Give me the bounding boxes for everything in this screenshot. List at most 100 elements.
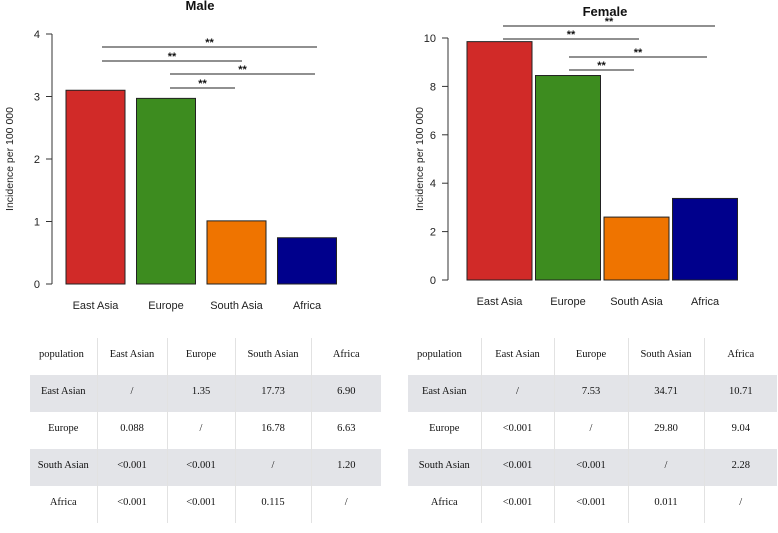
table-cell: <0.001: [97, 449, 168, 486]
significance-label: **: [605, 16, 614, 28]
table-cell: /: [167, 412, 236, 449]
table-cell: 34.71: [628, 375, 705, 412]
y-tick-label: 10: [424, 33, 436, 45]
table-cell: 1.20: [311, 449, 381, 486]
x-category-label: Europe: [550, 296, 585, 308]
table-cell: 6.63: [337, 423, 356, 434]
table-cell: /: [628, 449, 705, 486]
y-tick-label: 1: [34, 217, 40, 229]
y-axis-label: Incidence per 100 000: [4, 107, 16, 211]
table-header-row: population East Asian Europe South Asian…: [30, 338, 381, 375]
table-row: East Asian / 7.53 34.71 10.71: [408, 375, 777, 412]
significance-label: **: [238, 64, 247, 76]
y-tick-label: 6: [430, 130, 436, 142]
table-header-cell: East Asian: [97, 338, 168, 375]
x-category-label: South Asia: [610, 296, 663, 308]
table-cell: East Asian: [30, 375, 98, 412]
significance-label: **: [205, 37, 214, 49]
table-cell: Europe: [30, 412, 98, 449]
y-tick-label: 0: [34, 279, 40, 291]
significance-label: **: [168, 51, 177, 63]
table-cell: South Asian: [408, 449, 482, 486]
bar: [136, 97, 196, 285]
table-cell: Africa: [408, 486, 482, 523]
bar: [206, 220, 267, 285]
table-header-cell: South Asian: [628, 338, 705, 375]
bar: [672, 197, 738, 281]
table-header-row: population East Asian Europe South Asian…: [408, 338, 777, 375]
x-category-label: East Asia: [477, 296, 524, 308]
table-cell: 7.53: [554, 375, 629, 412]
significance-label: **: [634, 47, 643, 59]
table-cell: <0.001: [554, 486, 629, 523]
x-category-label: Africa: [293, 300, 322, 312]
y-tick-label: 3: [34, 92, 40, 104]
bar: [466, 41, 533, 281]
table-header-cell: South Asian: [235, 338, 312, 375]
table-row: Africa <0.001 <0.001 0.011 /: [408, 486, 777, 523]
table-cell: 0.088: [97, 412, 168, 449]
y-tick-label: 4: [430, 178, 436, 190]
table-cell: <0.001: [481, 412, 555, 449]
table-cell: 17.73: [235, 375, 312, 412]
significance-label: **: [597, 60, 606, 72]
y-tick-label: 0: [430, 275, 436, 287]
table-header-cell: population: [408, 338, 482, 375]
y-axis-label: Incidence per 100 000: [414, 107, 426, 211]
table-row: East Asian / 1.35 17.73 6.90: [30, 375, 381, 412]
table-header-cell: population: [30, 338, 98, 375]
male-comparison-table: population East Asian Europe South Asian…: [30, 338, 381, 523]
table-cell: <0.001: [481, 486, 555, 523]
table-cell: /: [481, 375, 555, 412]
table-row: Africa <0.001 <0.001 0.115 /: [30, 486, 381, 523]
table-cell: Africa: [30, 486, 98, 523]
table-cell: <0.001: [481, 449, 555, 486]
bar: [603, 216, 670, 281]
table-cell: <0.001: [167, 449, 236, 486]
table-cell: South Asian: [30, 449, 98, 486]
table-cell: /: [344, 497, 348, 508]
table-header-cell: Europe: [167, 338, 236, 375]
bar: [277, 237, 337, 285]
chart-title: Female: [583, 4, 628, 19]
table-cell: Europe: [408, 412, 482, 449]
female-comparison-table: population East Asian Europe South Asian…: [408, 338, 777, 523]
x-category-label: Europe: [148, 300, 183, 312]
table-cell: 29.80: [628, 412, 705, 449]
table-row: Europe 0.088 / 16.78 6.63: [30, 412, 381, 449]
table-header-cell: Europe: [554, 338, 629, 375]
y-tick-label: 4: [34, 29, 40, 41]
chart-title: Male: [186, 0, 215, 13]
table-header-cell: Africa: [727, 349, 755, 360]
table-row: Europe <0.001 / 29.80 9.04: [408, 412, 777, 449]
table-cell: East Asian: [408, 375, 482, 412]
table-cell: 2.28: [704, 449, 777, 486]
table-cell: 0.115: [235, 486, 312, 523]
bar: [65, 89, 126, 285]
table-cell: <0.001: [554, 449, 629, 486]
x-category-label: South Asia: [210, 300, 263, 312]
table-cell: 0.011: [628, 486, 705, 523]
x-category-label: East Asia: [73, 300, 120, 312]
x-category-label: Africa: [691, 296, 720, 308]
table-cell: /: [739, 497, 743, 508]
y-tick-label: 2: [430, 227, 436, 239]
table-header-cell: East Asian: [481, 338, 555, 375]
table-cell: 9.04: [731, 423, 750, 434]
table-cell: <0.001: [97, 486, 168, 523]
table-cell: 6.90: [311, 375, 381, 412]
female-incidence-chart: Female 0 2 4 6 8 10 Incidence per 100 000 East A…: [414, 4, 738, 308]
bar: [535, 75, 601, 281]
significance-label: **: [567, 29, 576, 41]
table-cell: /: [97, 375, 168, 412]
male-incidence-chart: Male 0 1 2 3 4 Incidence per 100 000 East Asia E…: [4, 0, 337, 312]
table-cell: /: [235, 449, 312, 486]
table-cell: <0.001: [167, 486, 236, 523]
table-row: South Asian <0.001 <0.001 / 1.20: [30, 449, 381, 486]
table-cell: 10.71: [704, 375, 777, 412]
significance-label: **: [198, 78, 207, 90]
table-cell: 1.35: [167, 375, 236, 412]
table-row: South Asian <0.001 <0.001 / 2.28: [408, 449, 777, 486]
table-cell: /: [554, 412, 629, 449]
table-header-cell: Africa: [332, 349, 360, 360]
